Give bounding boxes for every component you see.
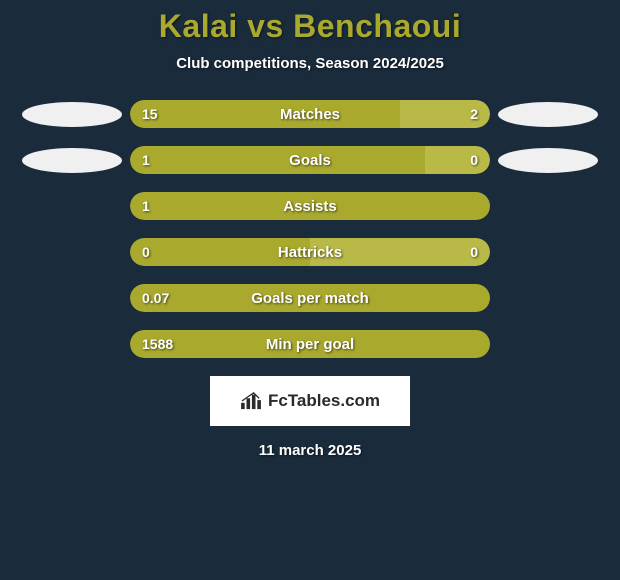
avatar-slot-right — [490, 330, 600, 358]
avatar-slot-left — [20, 330, 130, 358]
stat-value-left: 0.07 — [130, 290, 181, 306]
avatar-slot-right — [490, 192, 600, 220]
stat-value-left: 1588 — [130, 336, 185, 352]
logo-text: FcTables.com — [268, 391, 380, 411]
stat-bar-left: 0.07 — [130, 284, 490, 312]
avatar-slot-left — [20, 284, 130, 312]
avatar-slot-right — [490, 100, 600, 128]
avatar-slot-left — [20, 146, 130, 174]
stat-row: 152Matches — [0, 100, 620, 128]
stat-row: 0.07Goals per match — [0, 284, 620, 312]
stat-value-right: 0 — [458, 244, 490, 260]
stats-area: 152Matches10Goals1Assists00Hattricks0.07… — [0, 100, 620, 358]
avatar-slot-right — [490, 284, 600, 312]
logo-box[interactable]: FcTables.com — [210, 376, 410, 426]
stat-row: 1Assists — [0, 192, 620, 220]
stat-bar: 152Matches — [130, 100, 490, 128]
stat-bar-right: 0 — [425, 146, 490, 174]
stat-row: 1588Min per goal — [0, 330, 620, 358]
player-avatar-right — [498, 102, 598, 127]
comparison-card: Kalai vs Benchaoui Club competitions, Se… — [0, 0, 620, 459]
avatar-slot-right — [490, 238, 600, 266]
stat-bar-right: 2 — [400, 100, 490, 128]
player-avatar-left — [22, 148, 122, 173]
avatar-slot-left — [20, 100, 130, 128]
stat-value-right: 2 — [458, 106, 490, 122]
stat-bar-left: 0 — [130, 238, 310, 266]
avatar-slot-left — [20, 238, 130, 266]
stat-bar-left: 1 — [130, 146, 425, 174]
page-title: Kalai vs Benchaoui — [0, 8, 620, 45]
stat-bar: 1588Min per goal — [130, 330, 490, 358]
stat-bar-left: 15 — [130, 100, 400, 128]
stat-bar-right: 0 — [310, 238, 490, 266]
avatar-slot-right — [490, 146, 600, 174]
stat-value-right: 0 — [458, 152, 490, 168]
bar-chart-icon — [240, 392, 262, 410]
subtitle: Club competitions, Season 2024/2025 — [0, 55, 620, 72]
stat-row: 10Goals — [0, 146, 620, 174]
player-avatar-left — [22, 102, 122, 127]
stat-value-left: 1 — [130, 198, 162, 214]
stat-value-left: 1 — [130, 152, 162, 168]
stat-bar: 00Hattricks — [130, 238, 490, 266]
player-avatar-right — [498, 148, 598, 173]
stat-bar: 1Assists — [130, 192, 490, 220]
stat-bar-left: 1588 — [130, 330, 490, 358]
stat-row: 00Hattricks — [0, 238, 620, 266]
stat-bar: 10Goals — [130, 146, 490, 174]
avatar-slot-left — [20, 192, 130, 220]
stat-value-left: 0 — [130, 244, 162, 260]
date-label: 11 march 2025 — [0, 442, 620, 459]
stat-bar-left: 1 — [130, 192, 490, 220]
stat-value-left: 15 — [130, 106, 170, 122]
stat-bar: 0.07Goals per match — [130, 284, 490, 312]
